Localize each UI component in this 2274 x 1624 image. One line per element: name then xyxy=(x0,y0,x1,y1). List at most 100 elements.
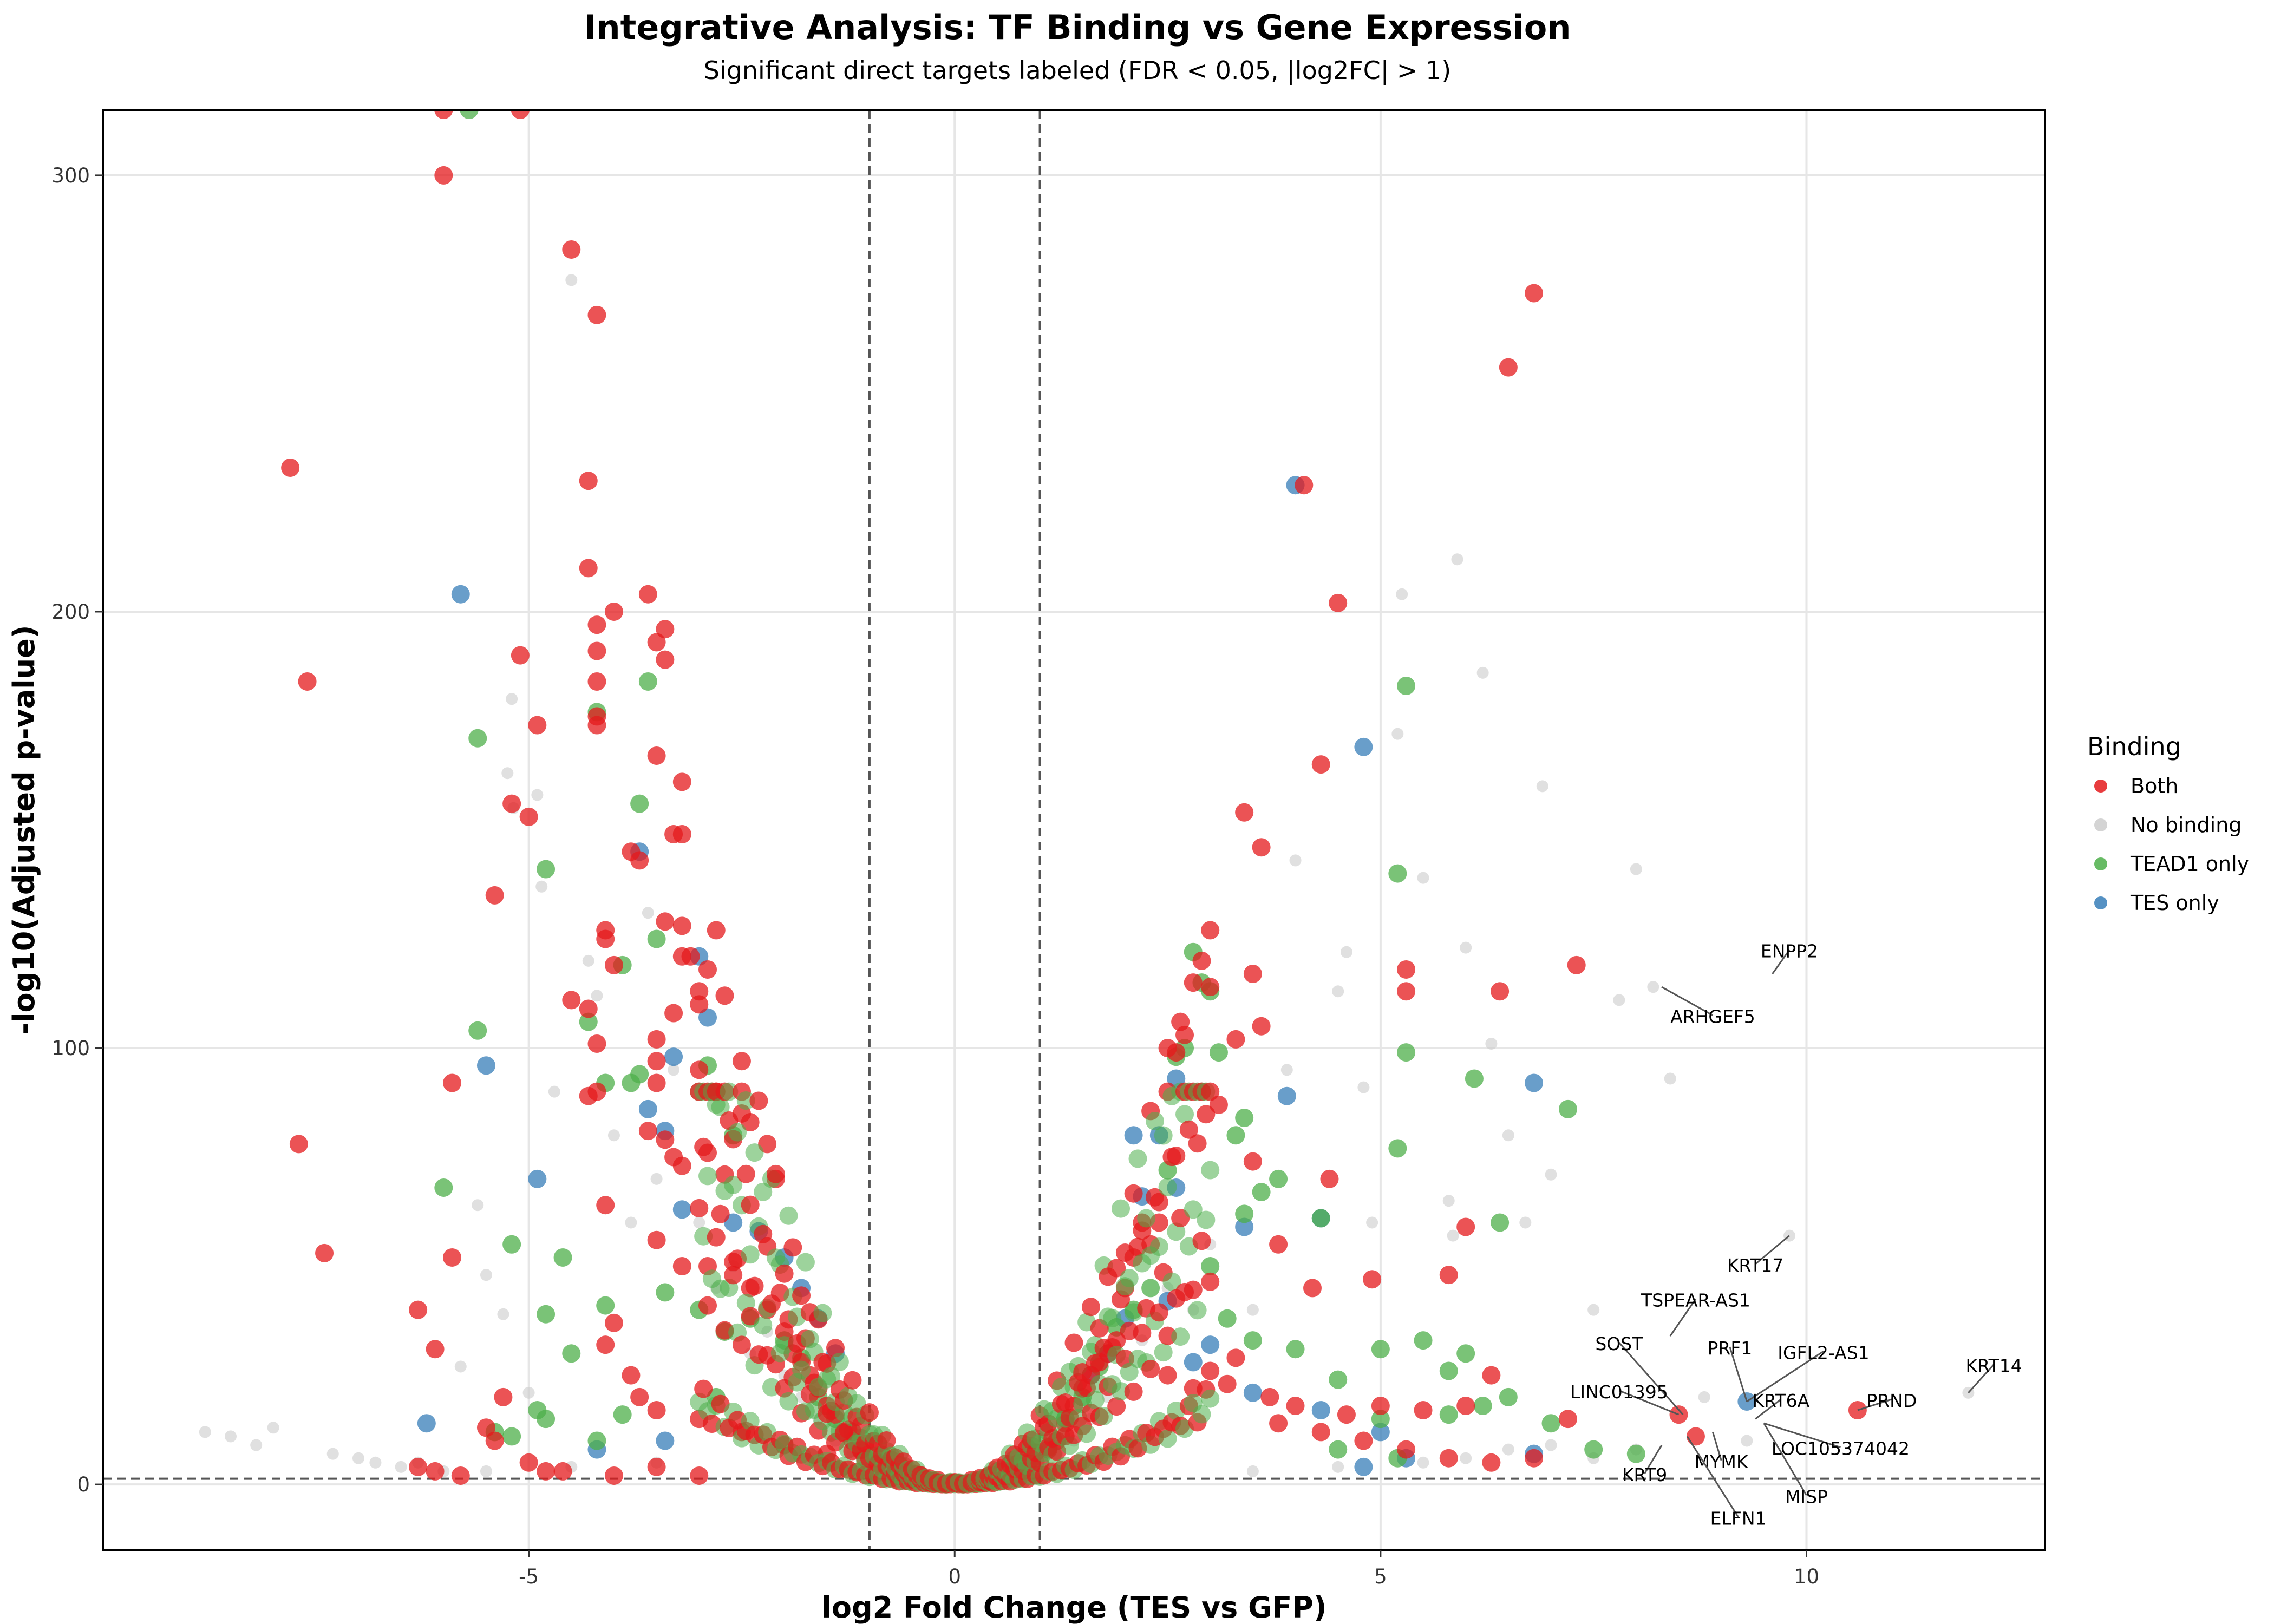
point-tead1-only xyxy=(1388,1139,1407,1158)
point-tead1-only xyxy=(1311,1209,1330,1228)
point-cluster xyxy=(1149,1193,1168,1212)
point-no-binding xyxy=(565,274,578,286)
point-cluster xyxy=(1158,1177,1177,1196)
point-no-binding xyxy=(1246,1465,1259,1477)
point-no-binding xyxy=(548,1085,560,1098)
gene-leader-line xyxy=(1968,1364,1995,1393)
point-cluster xyxy=(860,1403,879,1422)
point-no-binding xyxy=(1613,994,1625,1006)
y-tick-label: 100 xyxy=(51,1037,90,1060)
point-cluster xyxy=(1107,1397,1126,1416)
point-both xyxy=(1226,1348,1245,1367)
point-both xyxy=(604,1313,623,1332)
point-cluster xyxy=(736,1164,755,1183)
point-both xyxy=(630,851,649,870)
point-both xyxy=(511,110,530,119)
point-cluster xyxy=(1201,1161,1220,1180)
gene-leader-line xyxy=(1755,1235,1790,1265)
point-tead1-only xyxy=(1235,1109,1254,1127)
point-tead1-only xyxy=(613,1405,632,1424)
gene-leader-line xyxy=(1661,986,1714,1016)
point-cluster xyxy=(1120,1363,1139,1381)
point-both xyxy=(647,633,666,652)
point-both xyxy=(1371,1397,1390,1415)
x-tick-label: 0 xyxy=(948,1565,961,1588)
point-tes-only xyxy=(1277,1086,1296,1105)
point-no-binding xyxy=(501,767,514,780)
point-both xyxy=(656,620,675,639)
point-cluster xyxy=(1192,1405,1211,1424)
point-no-binding xyxy=(522,1386,535,1399)
point-both xyxy=(698,960,717,979)
point-cluster xyxy=(1137,1209,1156,1228)
point-cluster xyxy=(741,1195,760,1214)
point-cluster xyxy=(1197,1210,1216,1229)
point-tes-only xyxy=(664,1047,683,1066)
point-no-binding xyxy=(267,1422,279,1434)
point-both xyxy=(1397,960,1416,979)
point-cluster xyxy=(1201,1082,1220,1101)
point-both xyxy=(1209,1095,1228,1114)
point-tead1-only xyxy=(1252,1183,1271,1202)
point-cluster xyxy=(779,1206,798,1225)
point-no-binding xyxy=(1519,1216,1532,1229)
point-cluster xyxy=(1073,1363,1092,1382)
point-tes-only xyxy=(1235,1217,1254,1236)
point-cluster xyxy=(1201,1272,1220,1291)
point-no-binding xyxy=(1332,1461,1344,1473)
point-tead1-only xyxy=(1371,1410,1390,1429)
point-cluster xyxy=(1124,1184,1143,1203)
gene-leader-line xyxy=(1772,949,1791,974)
point-no-binding xyxy=(1442,1195,1455,1207)
point-cluster xyxy=(741,1245,760,1264)
x-tick-label: 5 xyxy=(1374,1565,1387,1588)
point-cluster xyxy=(1051,1378,1070,1397)
point-cluster xyxy=(711,1204,730,1223)
point-cluster xyxy=(707,1228,726,1247)
point-cluster xyxy=(1179,1120,1198,1139)
gene-label: KRT14 xyxy=(1965,1355,2022,1376)
point-both xyxy=(690,1060,709,1079)
point-cluster xyxy=(1094,1407,1113,1426)
point-tead1-only xyxy=(647,929,666,948)
point-no-binding xyxy=(497,1308,509,1320)
point-both xyxy=(1201,1361,1220,1380)
point-tes-only xyxy=(1243,1383,1262,1402)
gene-label: LINC01395 xyxy=(1570,1381,1668,1403)
gene-leader-line xyxy=(1711,1431,1722,1461)
point-tead1-only xyxy=(1226,1126,1245,1145)
point-tead1-only xyxy=(1269,1169,1288,1188)
legend-label: TES only xyxy=(2130,891,2219,915)
point-tead1-only xyxy=(1286,1340,1305,1359)
point-no-binding xyxy=(1246,1304,1259,1316)
point-cluster xyxy=(843,1371,862,1390)
point-both xyxy=(519,1453,538,1472)
point-no-binding xyxy=(693,1216,705,1229)
point-tes-only xyxy=(451,585,470,604)
point-no-binding xyxy=(1280,1064,1293,1076)
point-cluster xyxy=(796,1253,815,1272)
point-no-binding xyxy=(531,789,544,801)
point-no-binding xyxy=(625,1216,637,1229)
point-cluster xyxy=(792,1360,811,1379)
point-both xyxy=(1260,1387,1279,1406)
legend-swatch xyxy=(2094,857,2107,870)
point-both xyxy=(647,1052,666,1071)
point-both xyxy=(553,1462,572,1481)
point-cluster xyxy=(1184,1200,1203,1219)
point-both xyxy=(1439,1449,1458,1468)
point-both xyxy=(426,1340,445,1359)
point-tead1-only xyxy=(1371,1340,1390,1359)
point-cluster xyxy=(1086,1354,1105,1373)
point-both xyxy=(502,794,521,813)
point-both xyxy=(281,458,300,477)
grid-lines xyxy=(103,110,2045,1550)
point-both xyxy=(647,1030,666,1049)
point-cluster xyxy=(1171,1327,1190,1346)
point-both xyxy=(587,1034,606,1053)
point-both xyxy=(1414,1401,1433,1420)
point-both xyxy=(537,1462,556,1481)
point-both xyxy=(587,615,606,634)
point-cluster xyxy=(736,1091,755,1110)
point-tes-only xyxy=(638,1099,657,1118)
